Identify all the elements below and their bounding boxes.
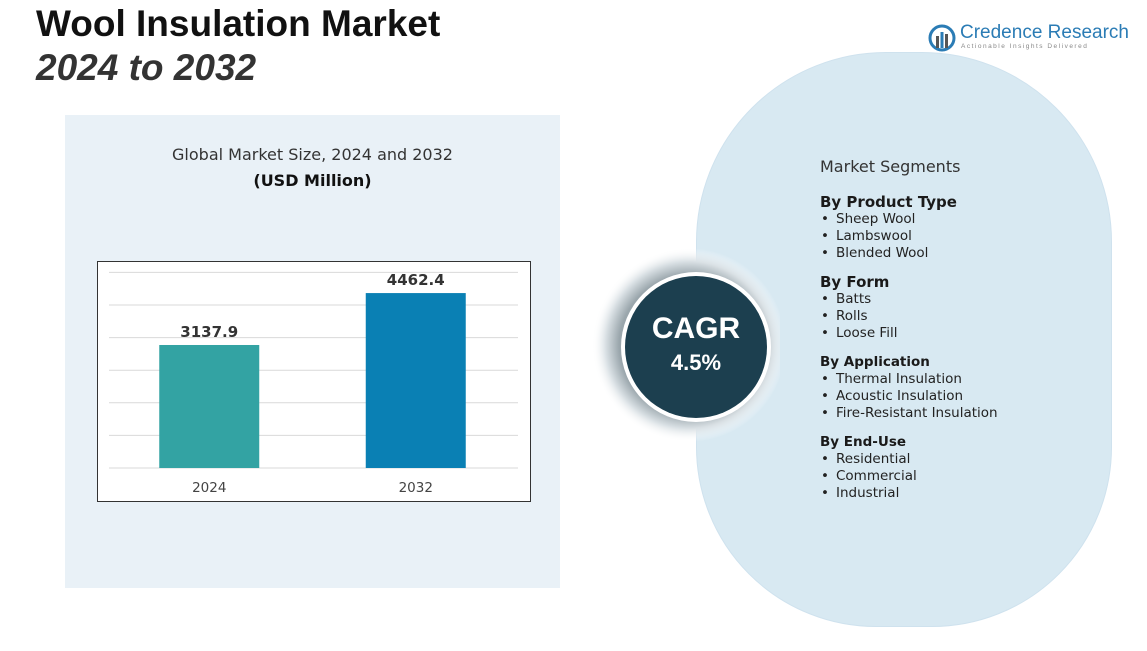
data-label-2024: 3137.9 (180, 323, 238, 341)
chart-title: Global Market Size, 2024 and 2032 (172, 145, 453, 164)
segment-group-product-type: By Product Type Sheep Wool Lambswool Ble… (820, 193, 1110, 262)
bar-chart-logo-icon (928, 24, 956, 52)
brand-logo[interactable]: Credence Research Actionable Insights De… (928, 22, 1129, 56)
segment-group-title: By Form (820, 273, 890, 291)
segment-item: Blended Wool (820, 245, 1110, 262)
segment-item: Industrial (820, 485, 1110, 502)
segment-item: Loose Fill (820, 325, 1110, 342)
segment-item: Commercial (820, 468, 1110, 485)
segment-group-application: By Application Thermal Insulation Acoust… (820, 353, 1110, 422)
cagr-badge (592, 248, 780, 442)
x-tick-label-2024: 2024 (192, 480, 226, 496)
brand-name: Credence Research (960, 22, 1129, 43)
segment-group-title: By Product Type (820, 193, 957, 211)
segment-item: Acoustic Insulation (820, 388, 1110, 405)
market-size-bar-chart: 3137.9 2024 4462.4 2032 (97, 261, 531, 502)
cagr-circle (625, 276, 767, 418)
segment-item: Batts (820, 291, 1110, 308)
segment-item: Residential (820, 451, 1110, 468)
segments-heading: Market Segments (820, 157, 961, 176)
cagr-label: CAGR (651, 312, 741, 345)
segment-group-form: By Form Batts Rolls Loose Fill (820, 273, 1110, 342)
segment-group-title: By End-Use (820, 434, 907, 450)
segment-item: Rolls (820, 308, 1110, 325)
segments-list: Market Segments By Product Type Sheep Wo… (820, 157, 1110, 513)
segment-item: Sheep Wool (820, 211, 1110, 228)
segment-item: Fire-Resistant Insulation (820, 405, 1110, 422)
brand-tagline: Actionable Insights Delivered (961, 43, 1089, 50)
bar-2032 (365, 293, 466, 468)
page-title: Wool Insulation Market (36, 3, 441, 44)
segment-group-end-use: By End-Use Residential Commercial Indust… (820, 433, 1110, 502)
page-subtitle: 2024 to 2032 (36, 47, 257, 88)
chart-unit: (USD Million) (253, 171, 372, 190)
data-label-2032: 4462.4 (387, 271, 445, 289)
bar-2024 (159, 344, 260, 468)
segment-item: Thermal Insulation (820, 371, 1110, 388)
segment-group-title: By Application (820, 354, 930, 370)
x-tick-label-2032: 2032 (399, 480, 433, 496)
segment-item: Lambswool (820, 228, 1110, 245)
cagr-value: 4.5% (670, 350, 722, 375)
